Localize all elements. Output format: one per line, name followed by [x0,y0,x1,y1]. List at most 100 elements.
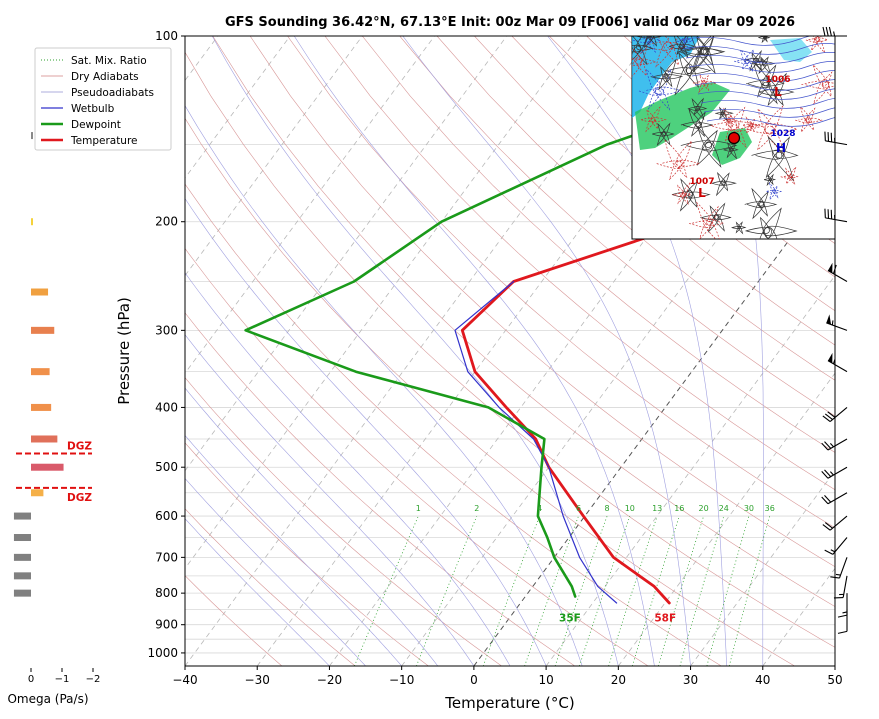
map-contour [687,97,708,120]
x-tick-label: −10 [389,673,414,687]
y-tick-label: 400 [155,400,178,414]
wind-barb-shaft [825,217,848,223]
wind-barb [822,407,848,423]
wind-barb [824,537,848,555]
pseudoadiabat [185,434,402,666]
isotherm-line [256,36,724,666]
chart-title: GFS Sounding 36.42°N, 67.13°E Init: 00z … [225,15,795,30]
map-contour [731,221,747,235]
dry-adiabat [185,312,575,666]
isotherm-line [473,177,835,666]
wind-barb [824,208,848,223]
pseudoadiabat [185,334,475,666]
omega-bar [31,288,49,296]
omega-bar [31,368,50,376]
map-contour [763,173,777,187]
y-tick-label: 500 [155,460,178,474]
x-tick-label: 40 [755,673,770,687]
wind-barb [822,26,847,37]
map-contour [668,36,696,59]
wind-barb-feather [822,26,826,37]
mixing-ratio-line [354,515,419,666]
dry-adiabat [324,36,835,491]
isotherm-line [185,36,580,570]
map-upper-contour [691,70,835,82]
map-contour [692,73,718,94]
wind-barb-shaft [832,537,848,555]
isotherm-line [690,470,835,666]
dry-adiabat [185,442,429,666]
legend-box [34,47,172,151]
omega-bar [13,572,31,580]
pseudoadiabat [185,387,439,666]
surface-dewpoint-label: 35F [559,612,581,624]
omega-bar [13,553,31,561]
wind-barb-feather [824,469,832,477]
dry-adiabat [185,51,835,648]
map-contour [642,36,688,68]
wind-barb [837,609,848,634]
wind-barb [827,352,848,373]
mixing-ratio-labels: 1 2 4 6 8 10 13 16 20 24 30 36 [416,504,775,513]
map-contour [758,72,795,107]
mixing-ratio-line [524,515,579,666]
map-contour [638,68,683,111]
legend: Sat. Mix. Ratio Dry Adiabats Pseudoadiab… [34,47,172,151]
wind-barb-feather [824,441,832,449]
mixing-ratio-label: 6 [576,504,581,513]
wind-barb-shaft [842,575,848,598]
wind-barb [821,492,848,505]
wind-barb-feather [837,630,848,634]
wind-barb [827,262,848,282]
plot-frame [184,35,836,667]
map-upper-contour [700,97,835,109]
isotherm-line [0,36,1,666]
omega-bar [13,534,31,542]
mixing-ratio-label: 24 [719,504,729,513]
wind-barb-feather [824,494,832,503]
mixing-ratio-label: 20 [699,504,709,513]
wind-barb-feather [821,442,829,451]
map-high-label: 1028 [770,129,795,139]
isotherm-line [185,36,508,472]
map-upper-contour [706,117,835,127]
omega-bar [31,403,52,411]
dewpoint-line [244,63,835,598]
omega-axis-label: Omega (Pa/s) [7,692,88,706]
mixing-ratio-line [579,515,631,666]
mixing-ratio-label: 13 [652,504,662,513]
isotherm-line [185,36,652,666]
map-precip-shading [635,82,730,150]
x-axis: −40 −30 −20 −10 0 10 20 30 40 50 [172,666,843,687]
wind-barb-feather [830,576,840,579]
dgz-label: DGZ [67,440,92,452]
dgz-label: DGZ [67,492,92,504]
wind-barb-feather [825,26,829,37]
wind-barb-flag [827,262,833,274]
map-upper-contour [679,36,835,46]
isotherm-line [185,36,435,374]
wind-barb-half-feather [833,31,836,37]
wind-barb [830,557,848,579]
legend-label-dry-adiabats: Dry Adiabats [71,71,139,83]
wind-barb-feather [822,524,831,531]
map-low-label-1: 1006 [765,75,790,85]
omega-tick-label: −1 [55,674,70,685]
x-tick-label: 20 [611,673,626,687]
surface-labels: 35F 58F [559,612,676,624]
map-contour [700,202,732,233]
mixing-ratio-line [608,515,658,666]
wind-barb-shaft [829,407,848,422]
omega-tick-label: −2 [86,674,101,685]
legend-label-pseudoadiabats: Pseudoadiabats [71,87,154,99]
dry-adiabat [185,117,795,666]
map-low-label-2: 1007 [689,177,714,187]
mixing-ratio-line [482,515,540,666]
map-contour [676,36,695,52]
mixing-ratio-line [728,515,771,666]
y-axis-label: Pressure (hPa) [115,297,133,405]
omega-tick-label: 0 [28,674,34,685]
map-low-letter-1: L [774,85,782,99]
x-tick-label: 30 [683,673,698,687]
